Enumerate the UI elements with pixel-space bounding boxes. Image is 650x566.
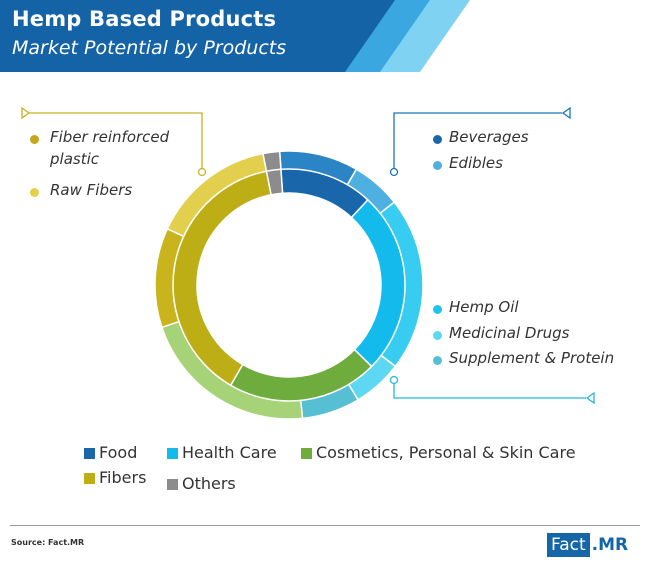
chart-title: Hemp Based Products (12, 7, 277, 31)
callout-end-food (389, 167, 399, 177)
callout-arrow-fibers (21, 106, 31, 120)
legend-label-cosmetics: Cosmetics, Personal & Skin Care (316, 443, 576, 462)
legend-swatch-fibers (84, 473, 95, 484)
legend-swatch-food (84, 448, 95, 459)
label-fiber-reinforced-line2: plastic (50, 150, 99, 168)
label-supplement-protein: Supplement & Protein (449, 349, 615, 367)
label-beverages: Beverages (449, 128, 529, 146)
legend-dot-supplement-protein (433, 356, 442, 365)
legend-dot-fiber-reinforced (30, 135, 39, 144)
callout-line-fibers (28, 112, 203, 168)
label-medicinal-drugs: Medicinal Drugs (449, 324, 570, 342)
legend-dot-edibles (433, 161, 442, 170)
legend-swatch-cosmetics (301, 448, 312, 459)
label-raw-fibers: Raw Fibers (50, 181, 133, 199)
factmr-logo: Fact .MR (547, 533, 631, 557)
outer-ring (154, 150, 424, 420)
callout-end-fibers (197, 167, 207, 177)
footer-divider (10, 525, 640, 526)
legend-label-others: Others (182, 474, 236, 493)
label-fiber-reinforced-line1: Fiber reinforced (50, 128, 170, 146)
legend-swatch-others (167, 479, 178, 490)
legend-dot-hemp-oil (433, 305, 442, 314)
inner-ring (172, 168, 406, 402)
legend-label-fibers: Fibers (99, 468, 147, 487)
inner-slice-others (265, 168, 284, 196)
callout-arrow-health (585, 391, 595, 405)
logo-mr: .MR (589, 533, 631, 557)
logo-fact: Fact (547, 533, 590, 557)
legend-label-food: Food (99, 443, 138, 462)
legend-dot-beverages (433, 135, 442, 144)
callout-line-food (393, 112, 562, 168)
header-main-band (0, 0, 395, 72)
source-text: Source: Fact.MR (11, 538, 85, 547)
legend-swatch-health-care (167, 448, 178, 459)
legend-label-health-care: Health Care (182, 443, 277, 462)
callout-arrow-food (561, 106, 571, 120)
legend-dot-raw-fibers (30, 188, 39, 197)
callout-line-health (393, 384, 586, 399)
chart-subtitle: Market Potential by Products (12, 37, 287, 59)
label-edibles: Edibles (449, 154, 503, 172)
donut-chart (21, 106, 595, 420)
legend-dot-medicinal-drugs (433, 331, 442, 340)
header-banner (0, 0, 470, 72)
callout-end-health (389, 375, 399, 385)
label-hemp-oil: Hemp Oil (449, 298, 519, 316)
